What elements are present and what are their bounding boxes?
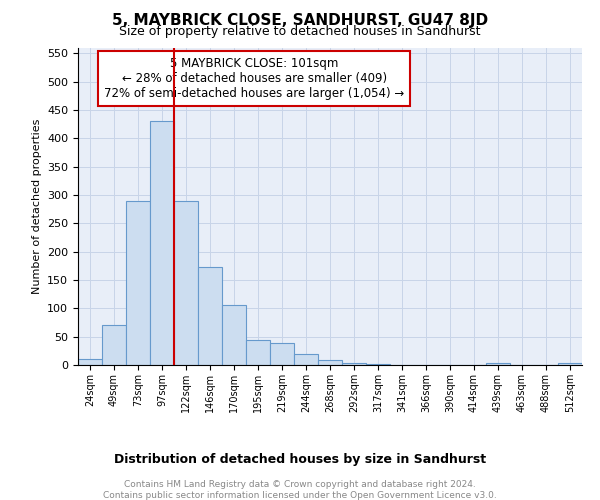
Text: Contains HM Land Registry data © Crown copyright and database right 2024.: Contains HM Land Registry data © Crown c… [124, 480, 476, 489]
Bar [102, 326, 126, 365]
Bar [294, 354, 318, 365]
Bar [486, 364, 510, 365]
Text: Distribution of detached houses by size in Sandhurst: Distribution of detached houses by size … [114, 452, 486, 466]
Bar [150, 121, 174, 365]
Bar [558, 364, 582, 365]
Text: 5, MAYBRICK CLOSE, SANDHURST, GU47 8JD: 5, MAYBRICK CLOSE, SANDHURST, GU47 8JD [112, 12, 488, 28]
Text: 5 MAYBRICK CLOSE: 101sqm
← 28% of detached houses are smaller (409)
72% of semi-: 5 MAYBRICK CLOSE: 101sqm ← 28% of detach… [104, 57, 404, 100]
Bar [246, 340, 270, 365]
Bar [174, 200, 198, 365]
Bar [78, 360, 102, 365]
Y-axis label: Number of detached properties: Number of detached properties [32, 118, 41, 294]
Bar [222, 305, 246, 365]
Bar [366, 364, 390, 365]
Bar [342, 364, 366, 365]
Bar [270, 344, 294, 365]
Bar [198, 267, 222, 365]
Bar [126, 200, 150, 365]
Text: Size of property relative to detached houses in Sandhurst: Size of property relative to detached ho… [119, 25, 481, 38]
Bar [318, 360, 342, 365]
Text: Contains public sector information licensed under the Open Government Licence v3: Contains public sector information licen… [103, 491, 497, 500]
